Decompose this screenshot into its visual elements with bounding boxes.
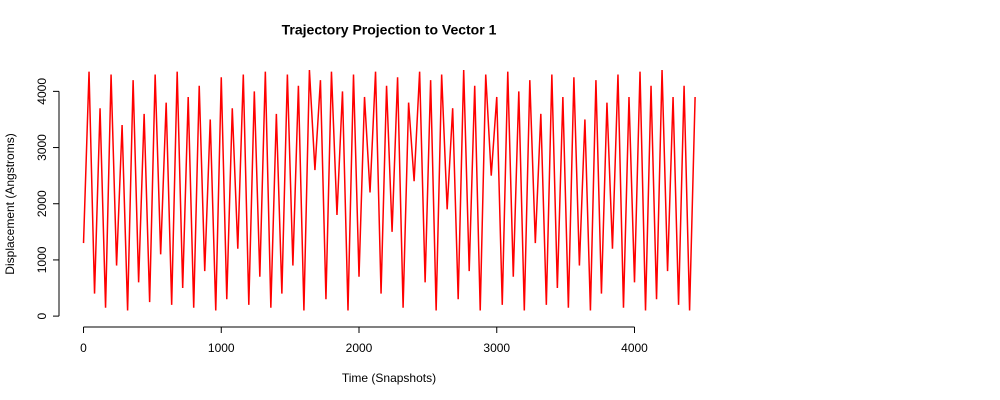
chart-title: Trajectory Projection to Vector 1 xyxy=(282,22,497,38)
x-tick-label: 2000 xyxy=(346,341,373,355)
x-axis-label: Time (Snapshots) xyxy=(342,371,436,385)
y-tick-label: 3000 xyxy=(35,134,49,161)
y-tick-label: 0 xyxy=(35,312,49,319)
x-tick-label: 1000 xyxy=(208,341,235,355)
x-tick-label: 3000 xyxy=(483,341,510,355)
y-tick-label: 4000 xyxy=(35,78,49,105)
data-line xyxy=(82,69,696,311)
y-tick-label: 2000 xyxy=(35,190,49,217)
x-tick-label: 4000 xyxy=(621,341,648,355)
y-axis-label: Displacement (Angstroms) xyxy=(3,133,17,274)
x-tick-label: 0 xyxy=(80,341,87,355)
y-tick-label: 1000 xyxy=(35,246,49,273)
